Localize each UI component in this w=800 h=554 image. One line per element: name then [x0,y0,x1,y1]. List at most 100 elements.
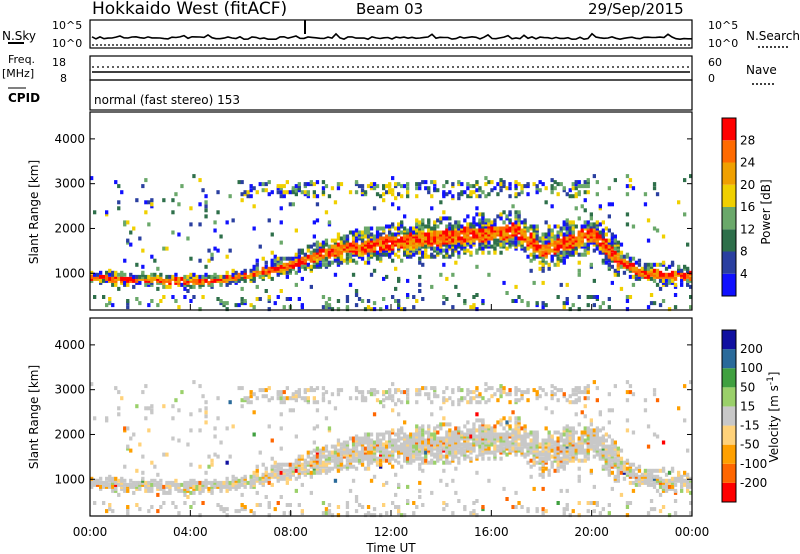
power-cell [487,272,491,277]
power-cell [445,228,449,233]
power-cell [132,226,136,231]
velocity-cell [297,456,301,461]
power-cell [406,250,410,255]
velocity-cell [478,424,482,429]
velocity-colorbar-tick: 50 [740,380,755,394]
power-cell [165,246,169,251]
velocity-cell [499,422,503,427]
velocity-cell [463,396,467,401]
power-cell [670,262,675,267]
power-cell [532,254,536,259]
velocity-cell [466,400,470,405]
velocity-cell [357,503,362,507]
power-cell [541,301,545,306]
power-cell [150,198,154,203]
power-cell [303,252,307,257]
velocity-cell [535,390,539,395]
power-cell [559,238,563,243]
velocity-cell [517,398,521,403]
power-cell [360,299,365,303]
power-cell [372,206,377,211]
power-cell [490,188,494,193]
power-cell [391,176,395,181]
power-cell [571,226,575,231]
power-cell [186,289,190,293]
power-cell [445,252,449,257]
power-cell [249,188,253,193]
power-cell [658,278,663,283]
power-cell [592,303,596,308]
velocity-cell [315,468,320,473]
x-tick-label: 12:00 [374,525,409,539]
velocity-cell [424,444,428,449]
velocity-cell [261,462,265,467]
power-cell [457,250,461,255]
power-cell [369,232,374,237]
velocity-cell [625,380,630,385]
power-cell [514,299,518,303]
power-cell [583,224,587,229]
velocity-cell [595,430,599,435]
power-cell [312,242,316,247]
power-cell [225,220,229,225]
power-cell [379,307,383,312]
power-cell [267,192,271,197]
velocity-cell [276,462,280,467]
velocity-cell [514,420,518,425]
power-cell [484,176,488,181]
velocity-cell [490,394,494,399]
power-cell [556,295,560,299]
power-cell [689,284,693,289]
velocity-cell [360,444,365,449]
velocity-cell [592,428,596,433]
velocity-cell [375,390,380,395]
velocity-cell [421,432,425,437]
velocity-cell [577,436,581,441]
power-cell [147,303,151,308]
velocity-cell [430,490,434,495]
power-cell [204,272,208,277]
power-cell [481,250,485,255]
power-cell [535,186,539,191]
power-cell [117,286,121,291]
power-cell [126,301,130,306]
velocity-cell [424,442,428,447]
power-cell [366,238,371,243]
power-cell [478,218,482,223]
velocity-cell [397,482,401,487]
velocity-cell [505,444,509,449]
velocity-cell [351,446,356,451]
velocity-cell [366,436,371,441]
freq-panel: Freq. [MHz] 18 8 60 0 Nave [2,53,777,85]
power-cell [442,184,446,189]
power-cell [375,234,380,239]
power-cell [360,256,365,261]
power-cell [165,284,169,289]
velocity-cell [568,444,572,449]
velocity-cell [330,454,335,459]
velocity-cell [168,480,172,485]
power-cell [400,194,404,199]
power-cell [643,274,648,279]
power-cell [391,258,395,263]
power-cell [613,234,617,239]
power-cell [586,224,590,229]
noise-tick-bottom-right: 10^0 [708,37,738,50]
power-cell [526,240,530,245]
power-cell [469,240,473,245]
power-cell [664,266,669,271]
velocity-cell [192,478,196,483]
velocity-cell [472,426,476,431]
power-cell [309,180,313,185]
velocity-cell [577,390,581,395]
power-cell [415,299,419,303]
power-cell [436,224,440,229]
velocity-cell [111,480,115,485]
velocity-cell [234,480,238,485]
power-cell [240,286,244,291]
power-cell [562,232,566,237]
power-cell [631,262,636,267]
power-cell [520,184,524,189]
power-cell [553,250,557,255]
